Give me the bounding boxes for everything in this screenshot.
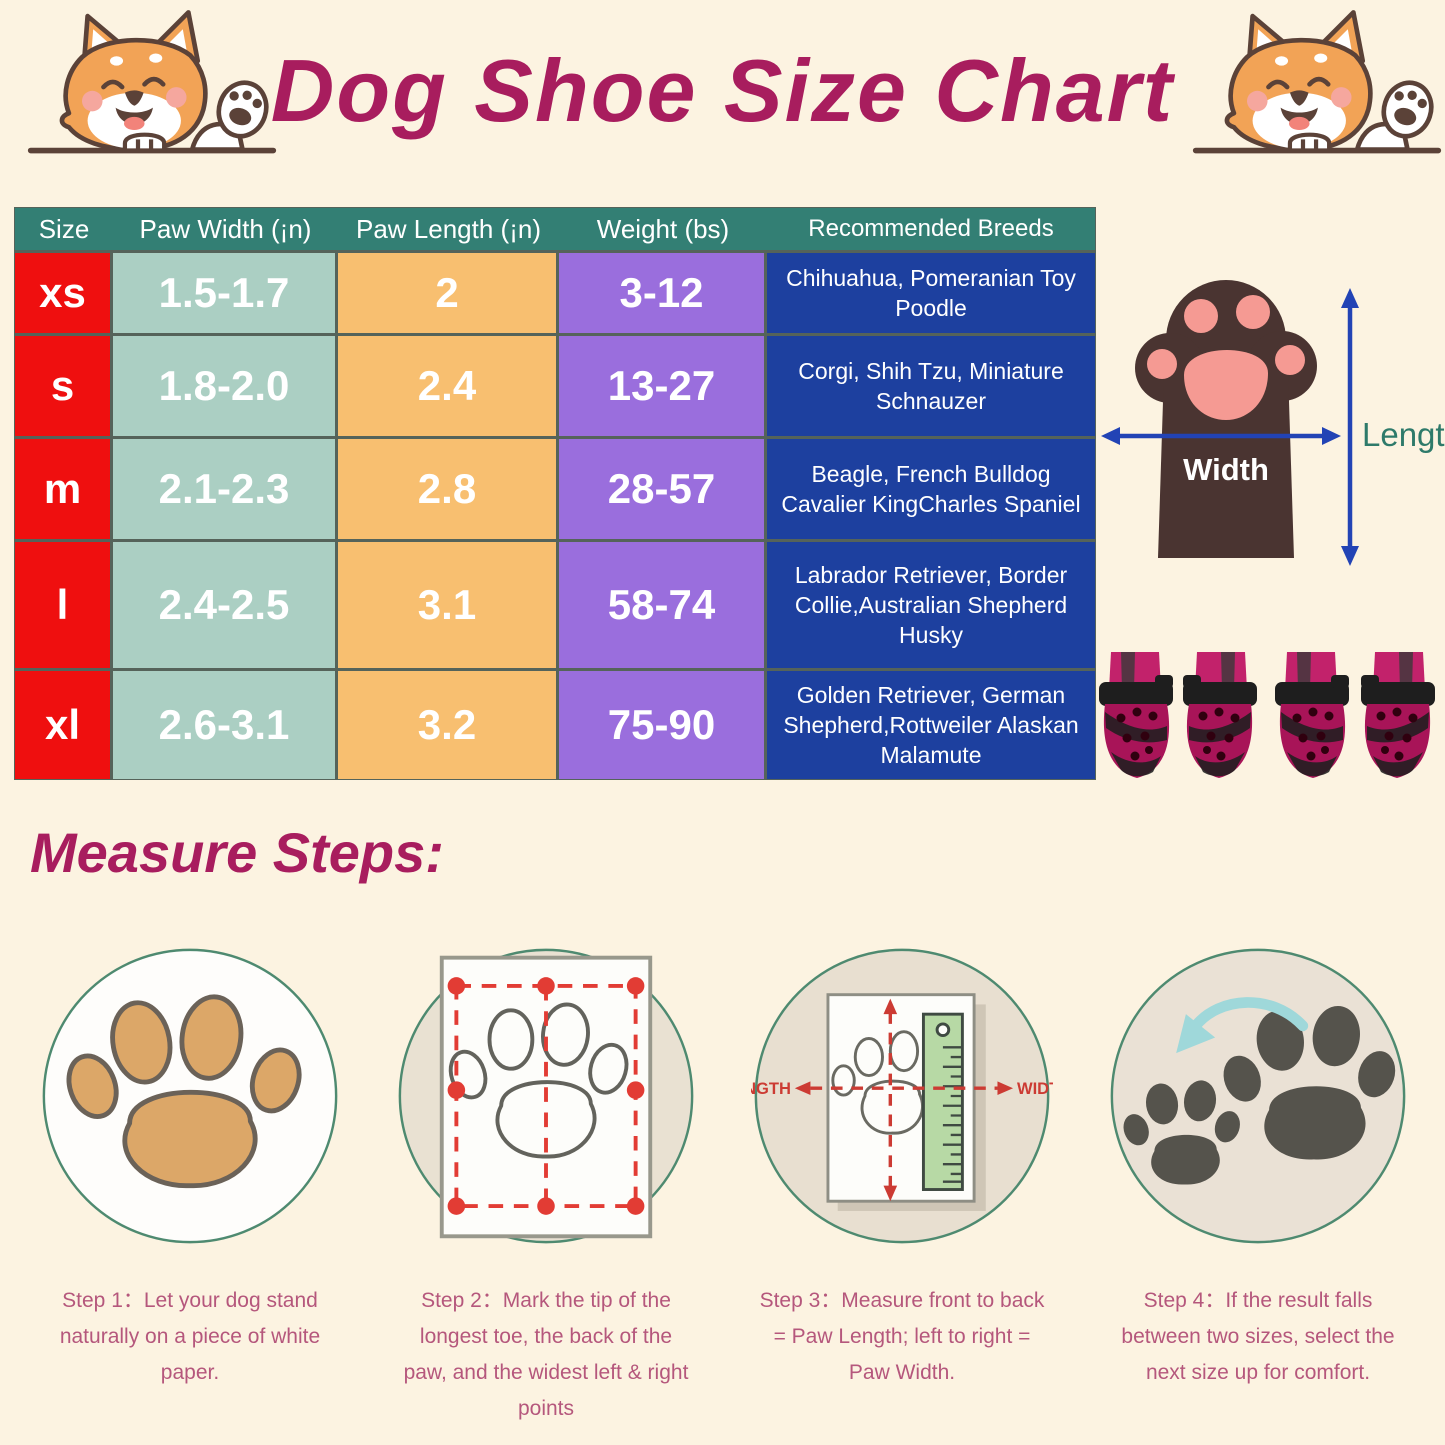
size-cell-m: m — [15, 439, 110, 539]
size-cell-l: l — [15, 542, 110, 668]
breeds-cell-m: Beagle, French Bulldog Cavalier KingChar… — [767, 439, 1095, 539]
column-header-size: Size — [38, 213, 90, 244]
weight-cell-xs: 3-12 — [559, 253, 764, 333]
size-cell-s: s — [15, 336, 110, 436]
step-1-text: Step 1：Let your dog stand naturally on a… — [59, 1289, 321, 1384]
length-cell-xl: 3.2 — [338, 671, 556, 779]
breeds-cell-xs: Chihuahua, Pomeranian Toy Poodle — [767, 253, 1095, 333]
column-header-breeds: Recommended Breeds — [808, 215, 1054, 242]
table-header-row: Size Paw Width (¡n) Paw Length (¡n) Weig… — [15, 208, 1095, 250]
step-3-length-label: LENGTH — [751, 1079, 791, 1098]
length-cell-m: 2.8 — [338, 439, 556, 539]
weight-cell-m: 28-57 — [559, 439, 764, 539]
length-cell-l: 3.1 — [338, 542, 556, 668]
step-3-width-label: WIDTH — [1017, 1079, 1053, 1098]
step-2: Step 2：Mark the tip of the longest toe, … — [395, 945, 697, 1427]
size-cell-xs: xs — [15, 253, 110, 333]
length-cell-xs: 2 — [338, 253, 556, 333]
step-3-ruler-illustration: LENGTH WIDTH — [751, 948, 1053, 1244]
weight-cell-s: 13-27 — [559, 336, 764, 436]
step-2-mark-points-illustration — [398, 948, 694, 1244]
measure-steps-row: Step 1：Let your dog stand naturally on a… — [12, 945, 1436, 1427]
column-header-paw-width: Paw Width (¡n) — [139, 213, 312, 244]
length-label: Length — [1362, 416, 1445, 453]
size-cell-xl: xl — [15, 671, 110, 779]
width-cell-l: 2.4-2.5 — [113, 542, 335, 668]
step-1-paw-print-illustration — [42, 948, 338, 1244]
width-cell-s: 1.8-2.0 — [113, 336, 335, 436]
page-title: Dog Shoe Size Chart — [270, 41, 1175, 140]
width-label: Width — [1183, 452, 1269, 487]
dog-shoes-image — [1099, 652, 1435, 778]
column-header-paw-length: Paw Length (¡n) — [356, 213, 541, 244]
column-header-weight: Weight (bs) — [596, 213, 730, 244]
step-4: Step 4：If the result falls between two s… — [1107, 945, 1409, 1427]
step-3-text: Step 3：Measure front to back = Paw Lengt… — [759, 1289, 1045, 1384]
size-chart-table: Size Paw Width (¡n) Paw Length (¡n) Weig… — [14, 207, 1096, 780]
step-2-text: Step 2：Mark the tip of the longest toe, … — [403, 1289, 689, 1420]
length-cell-s: 2.4 — [338, 336, 556, 436]
breeds-cell-s: Corgi, Shih Tzu, Miniature Schnauzer — [767, 336, 1095, 436]
step-1: Step 1：Let your dog stand naturally on a… — [39, 945, 341, 1427]
breeds-cell-l: Labrador Retriever, Border Collie,Austra… — [767, 542, 1095, 668]
paw-measure-diagram: Width Length — [1101, 280, 1445, 566]
weight-cell-xl: 75-90 — [559, 671, 764, 779]
width-cell-xl: 2.6-3.1 — [113, 671, 335, 779]
weight-cell-l: 58-74 — [559, 542, 764, 668]
measure-steps-heading: Measure Steps: — [30, 821, 444, 884]
width-cell-xs: 1.5-1.7 — [113, 253, 335, 333]
step-3: LENGTH WIDTH Step 3：Measure front to bac… — [751, 945, 1053, 1427]
step-4-size-up-illustration — [1110, 948, 1406, 1244]
breeds-cell-xl: Golden Retriever, German Shepherd,Rottwe… — [767, 671, 1095, 779]
corgi-illustration-right — [1192, 10, 1442, 154]
corgi-illustration-left — [27, 10, 277, 154]
width-cell-m: 2.1-2.3 — [113, 439, 335, 539]
step-4-text: Step 4：If the result falls between two s… — [1121, 1289, 1395, 1384]
